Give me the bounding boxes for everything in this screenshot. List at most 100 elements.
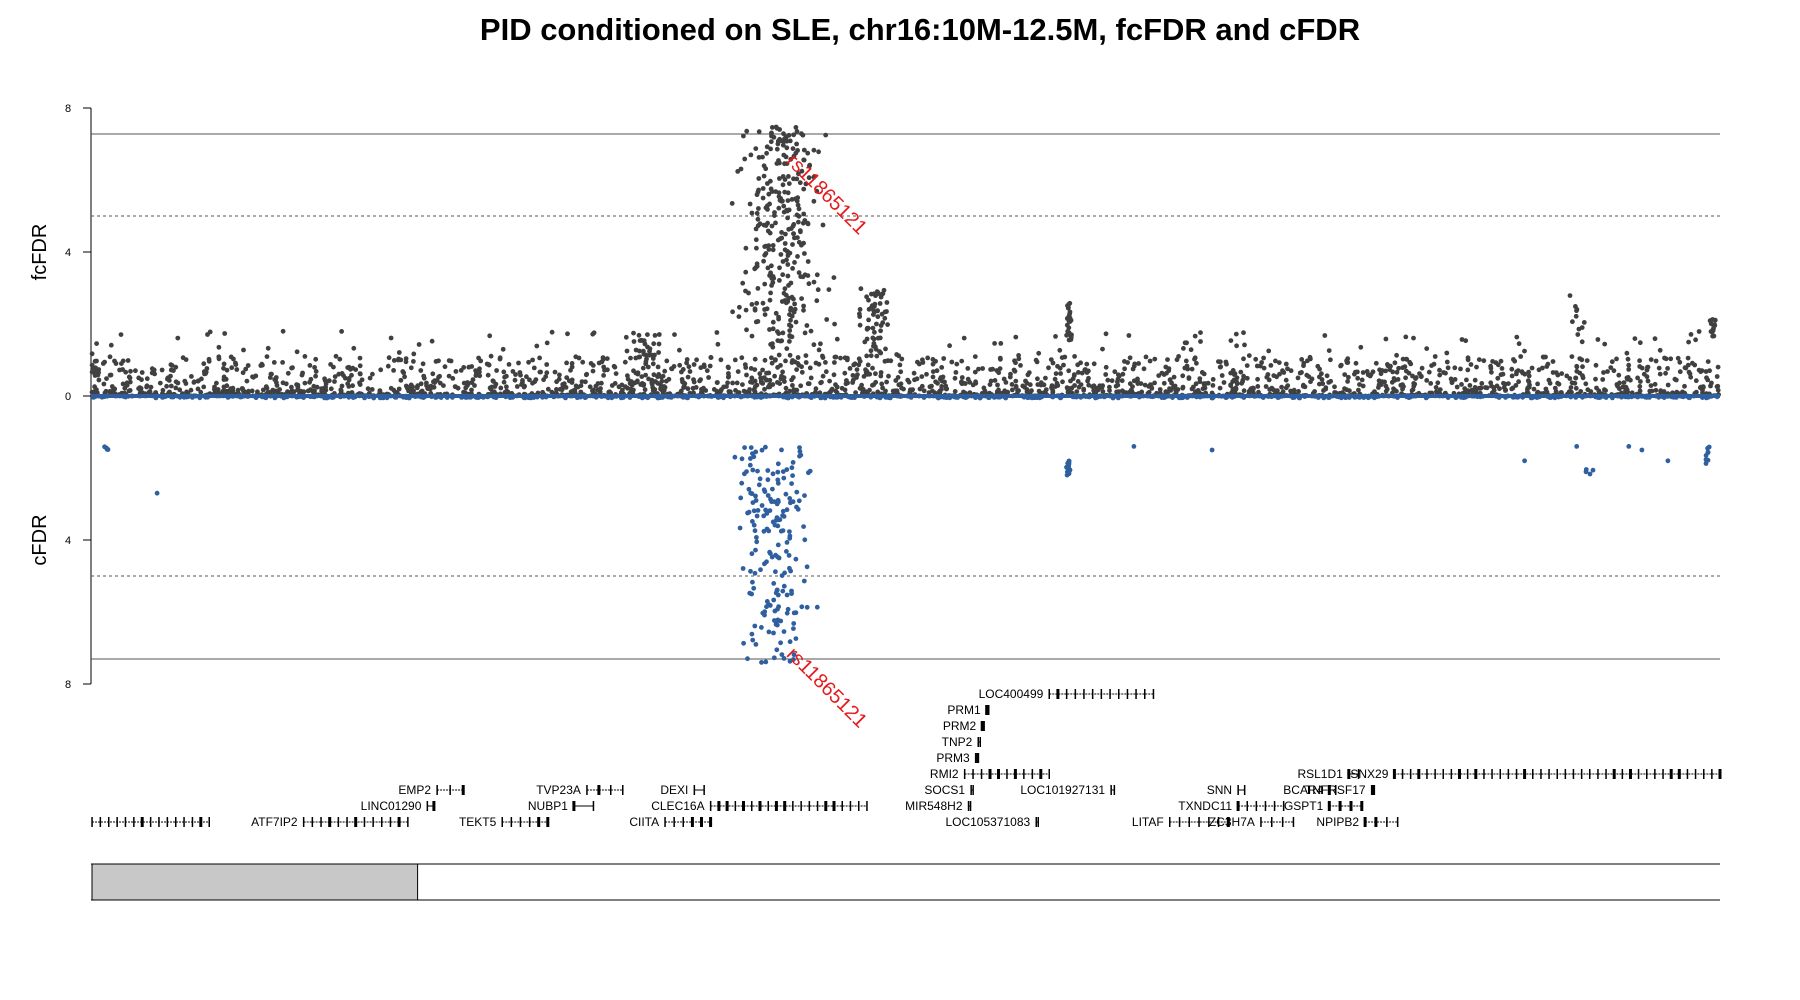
fcfdr-point xyxy=(873,346,879,352)
fcfdr-point xyxy=(733,388,738,393)
fcfdr-point xyxy=(1413,375,1419,380)
gene-exon xyxy=(792,801,794,811)
fcfdr-point xyxy=(280,360,285,365)
fcfdr-point xyxy=(1013,378,1019,384)
fcfdr-point xyxy=(872,329,877,335)
fcfdr-point xyxy=(1648,383,1654,388)
cfdr-point xyxy=(765,477,771,483)
fcfdr-point xyxy=(959,358,965,364)
fcfdr-point xyxy=(1572,380,1578,386)
fcfdr-point xyxy=(1464,377,1469,383)
fcfdr-point xyxy=(912,377,917,383)
fcfdr-point xyxy=(1300,383,1306,389)
cfdr-point xyxy=(755,468,760,474)
cfdr-point xyxy=(772,608,778,614)
fcfdr-point xyxy=(1567,293,1573,298)
fcfdr-point xyxy=(1714,374,1720,379)
fcfdr-point xyxy=(1550,359,1556,364)
gene-exon xyxy=(1335,785,1337,795)
fcfdr-point xyxy=(624,348,630,354)
fcfdr-point xyxy=(777,338,783,344)
fcfdr-point xyxy=(1217,364,1223,370)
fcfdr-point xyxy=(873,371,878,377)
fcfdr-point xyxy=(437,380,443,386)
gene-label: CIITA xyxy=(629,815,659,829)
fcfdr-point xyxy=(715,341,721,347)
fcfdr-point xyxy=(749,333,755,339)
cfdr-point xyxy=(769,554,775,560)
fcfdr-point xyxy=(1013,334,1019,340)
fcfdr-point xyxy=(1687,371,1693,377)
fcfdr-point xyxy=(1693,378,1699,384)
fcfdr-point xyxy=(1520,370,1526,376)
gene-exon xyxy=(800,801,802,811)
fcfdr-point xyxy=(1609,359,1615,365)
fcfdr-point xyxy=(411,351,417,357)
fcfdr-point xyxy=(791,176,796,182)
cfdr-point xyxy=(754,539,760,545)
fcfdr-point xyxy=(280,328,286,334)
fcfdr-point xyxy=(878,373,884,379)
fcfdr-point xyxy=(832,321,837,327)
fcfdr-point xyxy=(600,355,606,360)
fcfdr-point xyxy=(1317,381,1322,387)
fcfdr-point xyxy=(856,362,862,368)
fcfdr-point xyxy=(1127,355,1133,361)
fcfdr-point xyxy=(1468,362,1474,367)
gene-exon xyxy=(1282,801,1285,811)
fcfdr-point xyxy=(224,383,230,389)
fcfdr-point xyxy=(1458,366,1463,372)
fcfdr-point xyxy=(799,168,805,174)
fcfdr-point xyxy=(504,384,509,390)
fcfdr-point xyxy=(844,378,849,383)
fcfdr-point xyxy=(782,241,788,246)
cfdr-point xyxy=(1209,447,1215,453)
fcfdr-point xyxy=(307,363,313,368)
fcfdr-point xyxy=(753,146,759,152)
fcfdr-point xyxy=(947,343,952,349)
cfdr-point xyxy=(1705,445,1710,451)
fcfdr-point xyxy=(666,376,672,382)
fcfdr-point xyxy=(1653,387,1659,393)
fcfdr-point xyxy=(294,349,300,355)
fcfdr-point xyxy=(271,360,277,365)
cfdr-point xyxy=(755,508,761,513)
fcfdr-point xyxy=(853,390,858,395)
fcfdr-point xyxy=(890,388,896,394)
gene-exon xyxy=(1281,817,1284,827)
gene-exon xyxy=(1466,769,1469,779)
fcfdr-point xyxy=(987,382,993,387)
fcfdr-point xyxy=(1126,333,1132,338)
fcfdr-point xyxy=(995,382,1000,388)
gene-exon xyxy=(432,801,436,811)
fcfdr-point xyxy=(711,387,717,392)
cfdr-point xyxy=(1703,453,1709,458)
fcfdr-point xyxy=(785,198,791,204)
cfdr-point xyxy=(1522,458,1527,464)
fcfdr-point xyxy=(655,374,660,380)
gene-exon xyxy=(1135,689,1137,699)
fcfdr-point xyxy=(1680,389,1685,395)
fcfdr-point xyxy=(1100,346,1105,352)
fcfdr-point xyxy=(1578,389,1584,394)
fcfdr-point xyxy=(604,356,610,361)
fcfdr-point xyxy=(1431,361,1437,367)
fcfdr-point xyxy=(911,370,917,376)
cfdr-point xyxy=(102,444,107,450)
gene-label: PRM2 xyxy=(943,719,977,733)
cfdr-point xyxy=(814,604,820,610)
fcfdr-point xyxy=(461,365,467,370)
fcfdr-point xyxy=(345,365,351,370)
gene-exon xyxy=(610,785,612,795)
fcfdr-point xyxy=(763,243,769,249)
gene-exon xyxy=(1515,769,1518,779)
fcfdr-point xyxy=(782,161,787,167)
fcfdr-point xyxy=(388,335,394,341)
fcfdr-point xyxy=(799,369,805,375)
fcfdr-point xyxy=(1276,360,1282,365)
fcfdr-point xyxy=(1489,369,1494,375)
gene-exon xyxy=(183,817,185,827)
fcfdr-point xyxy=(752,367,758,372)
fcfdr-point xyxy=(651,372,657,378)
fcfdr-point xyxy=(677,347,682,353)
